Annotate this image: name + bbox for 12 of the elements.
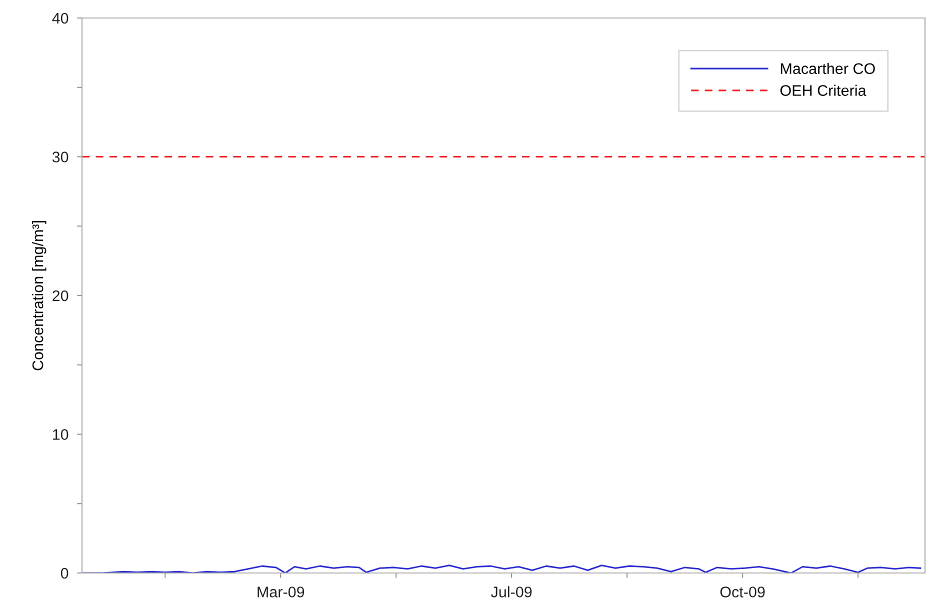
y-tick-label: 10 xyxy=(52,429,68,440)
x-tick-label: Jul-09 xyxy=(491,586,532,598)
line-series xyxy=(82,564,922,573)
y-tick-label: 0 xyxy=(60,568,68,579)
y-tick-label: 40 xyxy=(52,12,68,24)
y-tick-label: 30 xyxy=(52,152,68,162)
legend-label: Macarther CO xyxy=(780,62,875,74)
legend-label: OEH Criteria xyxy=(780,84,866,96)
x-tick-label: Mar-09 xyxy=(258,586,304,598)
y-axis-title: Concentration [mg/m³] xyxy=(32,221,46,370)
y-tick-label: 20 xyxy=(52,290,68,302)
x-tick-label: Oct-09 xyxy=(720,586,765,598)
